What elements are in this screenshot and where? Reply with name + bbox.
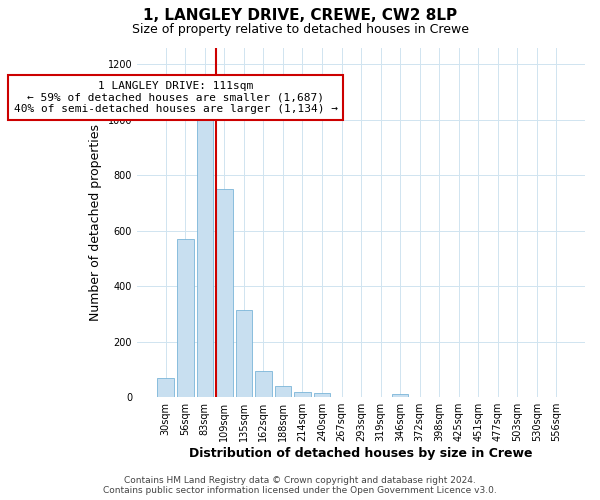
- Bar: [197, 120, 213, 397]
- Bar: [392, 394, 409, 397]
- X-axis label: Distribution of detached houses by size in Crewe: Distribution of detached houses by size …: [190, 447, 533, 460]
- Bar: [255, 371, 272, 397]
- Bar: [294, 392, 311, 397]
- Text: 1 LANGLEY DRIVE: 111sqm
← 59% of detached houses are smaller (1,687)
40% of semi: 1 LANGLEY DRIVE: 111sqm ← 59% of detache…: [14, 81, 338, 114]
- Bar: [275, 386, 291, 397]
- Bar: [216, 189, 233, 397]
- Y-axis label: Number of detached properties: Number of detached properties: [89, 124, 102, 321]
- Bar: [177, 239, 194, 397]
- Bar: [236, 310, 252, 397]
- Bar: [157, 378, 174, 397]
- Text: 1, LANGLEY DRIVE, CREWE, CW2 8LP: 1, LANGLEY DRIVE, CREWE, CW2 8LP: [143, 8, 457, 22]
- Text: Size of property relative to detached houses in Crewe: Size of property relative to detached ho…: [131, 22, 469, 36]
- Text: Contains HM Land Registry data © Crown copyright and database right 2024.
Contai: Contains HM Land Registry data © Crown c…: [103, 476, 497, 495]
- Bar: [314, 393, 330, 397]
